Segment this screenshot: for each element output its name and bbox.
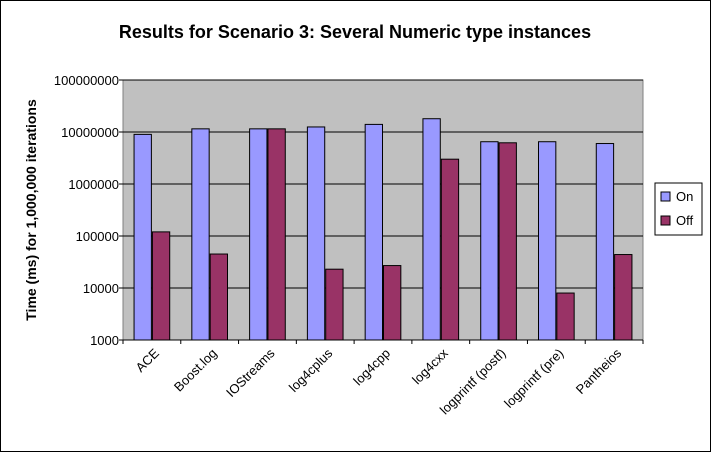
y-tick-label: 1000 bbox=[90, 333, 119, 348]
bar-on-log4cplus bbox=[306, 126, 326, 341]
legend-swatch-off bbox=[660, 215, 671, 226]
x-tick-label: ACE bbox=[132, 345, 162, 375]
bar-off-log4cpp bbox=[383, 265, 402, 341]
bar-on-boost-log bbox=[191, 128, 210, 341]
bar-on-ace bbox=[133, 133, 152, 341]
y-tick-labels: 1000 10000 100000 1000000 10000000 100000000 bbox=[54, 73, 119, 348]
bar-off-logprintf-pre- bbox=[556, 292, 575, 341]
y-tick-label: 10000000 bbox=[61, 125, 119, 140]
y-axis-label: Time (ms) for 1,000,000 iterations bbox=[23, 99, 39, 321]
bar-off-ace bbox=[151, 231, 171, 341]
legend-swatch-on bbox=[660, 191, 671, 202]
y-tick-label: 100000 bbox=[76, 229, 119, 244]
legend-label-off: Off bbox=[676, 213, 693, 228]
chart-title: Results for Scenario 3: Several Numeric … bbox=[119, 22, 591, 42]
bar-on-log4cxx bbox=[422, 118, 441, 341]
x-tick-label: log4cxx bbox=[409, 345, 451, 387]
bar-off-logprintf-postf- bbox=[498, 142, 517, 341]
x-tick-labels: ACE Boost.log IOStreams log4cplus log4cpp log… bbox=[122, 340, 644, 417]
y-tick-label: 100000000 bbox=[54, 73, 119, 88]
y-tick-label: 1000000 bbox=[68, 177, 119, 192]
bar-on-log4cpp bbox=[364, 123, 383, 341]
x-tick-label: Boost.log bbox=[171, 346, 220, 395]
bar-off-log4cplus bbox=[325, 268, 344, 341]
bar-on-logprintf-postf- bbox=[480, 141, 499, 341]
legend: On Off bbox=[654, 182, 703, 236]
x-tick-label: logprintf (pre) bbox=[501, 346, 566, 411]
x-tick-label: log4cpp bbox=[350, 346, 393, 389]
bar-off-pantheios bbox=[614, 254, 633, 341]
x-tick-label: Pantheios bbox=[573, 345, 625, 397]
bars bbox=[133, 118, 633, 341]
x-tick-label: log4cplus bbox=[286, 345, 336, 395]
legend-label-on: On bbox=[676, 189, 693, 204]
x-tick-label: IOStreams bbox=[223, 345, 278, 400]
bar-off-iostreams bbox=[267, 128, 286, 341]
bar-on-pantheios bbox=[595, 143, 615, 341]
bar-off-boost-log bbox=[209, 253, 229, 341]
bar-off-log4cxx bbox=[440, 158, 460, 341]
bar-on-iostreams bbox=[249, 128, 268, 341]
y-tick-label: 10000 bbox=[83, 281, 119, 296]
bar-on-logprintf-pre- bbox=[538, 141, 557, 341]
